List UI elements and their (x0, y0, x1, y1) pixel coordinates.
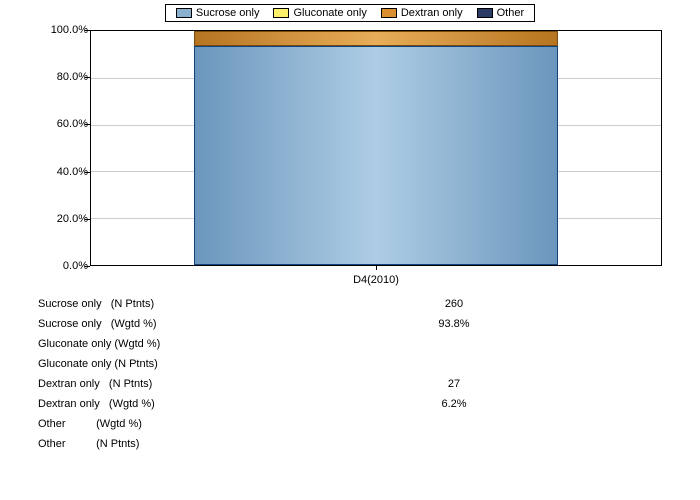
x-axis-label: D4(2010) (90, 274, 662, 286)
figure: Sucrose only Gluconate only Dextran only Ot… (0, 0, 700, 500)
bar-segment-dextran (194, 31, 559, 46)
table-row: Gluconate only (N Ptnts) (30, 354, 670, 374)
table-row: Other (N Ptnts) (30, 434, 670, 454)
y-tick-mark (85, 219, 90, 220)
plot-area (90, 30, 662, 266)
y-tick-label: 60.0% (57, 118, 88, 130)
row-label: Other (N Ptnts) (30, 434, 238, 454)
row-label: Dextran only (N Ptnts) (30, 374, 238, 394)
y-tick-mark (85, 30, 90, 31)
legend-label: Dextran only (401, 7, 463, 19)
row-label: Sucrose only (Wgtd %) (30, 314, 238, 334)
y-tick-label: 100.0% (51, 24, 88, 36)
bar (194, 31, 559, 265)
y-tick-mark (85, 124, 90, 125)
legend-swatch (273, 8, 289, 18)
legend-label: Other (497, 7, 525, 19)
row-label: Dextran only (Wgtd %) (30, 394, 238, 414)
row-label: Gluconate only (Wgtd %) (30, 334, 238, 354)
y-tick-mark (85, 77, 90, 78)
chart-area: D4(2010) 0.0%20.0%40.0%60.0%80.0%100.0% (30, 26, 670, 286)
table-row: Dextran only (N Ptnts)27 (30, 374, 670, 394)
legend-swatch (477, 8, 493, 18)
row-value: 93.8% (238, 314, 670, 334)
legend-item: Gluconate only (273, 7, 366, 19)
row-value (238, 334, 670, 354)
table-row: Dextran only (Wgtd %)6.2% (30, 394, 670, 414)
legend-item: Other (477, 7, 525, 19)
bar-segment-sucrose (194, 46, 559, 265)
row-value: 260 (238, 294, 670, 314)
legend-item: Sucrose only (176, 7, 260, 19)
table-row: Sucrose only (N Ptnts)260 (30, 294, 670, 314)
legend-swatch (381, 8, 397, 18)
y-tick-label: 20.0% (57, 213, 88, 225)
row-label: Other (Wgtd %) (30, 414, 238, 434)
data-table: Sucrose only (N Ptnts)260Sucrose only (W… (30, 294, 670, 454)
row-label: Gluconate only (N Ptnts) (30, 354, 238, 374)
y-tick-mark (85, 172, 90, 173)
legend-swatch (176, 8, 192, 18)
row-value: 6.2% (238, 394, 670, 414)
legend-label: Gluconate only (293, 7, 366, 19)
row-label: Sucrose only (N Ptnts) (30, 294, 238, 314)
x-tick (376, 265, 377, 270)
table-row: Sucrose only (Wgtd %)93.8% (30, 314, 670, 334)
row-value (238, 414, 670, 434)
legend: Sucrose only Gluconate only Dextran only Ot… (165, 4, 535, 22)
y-tick-mark (85, 266, 90, 267)
legend-item: Dextran only (381, 7, 463, 19)
table-row: Gluconate only (Wgtd %) (30, 334, 670, 354)
table-row: Other (Wgtd %) (30, 414, 670, 434)
legend-label: Sucrose only (196, 7, 260, 19)
y-tick-label: 40.0% (57, 166, 88, 178)
y-tick-label: 80.0% (57, 71, 88, 83)
row-value (238, 434, 670, 454)
row-value: 27 (238, 374, 670, 394)
row-value (238, 354, 670, 374)
